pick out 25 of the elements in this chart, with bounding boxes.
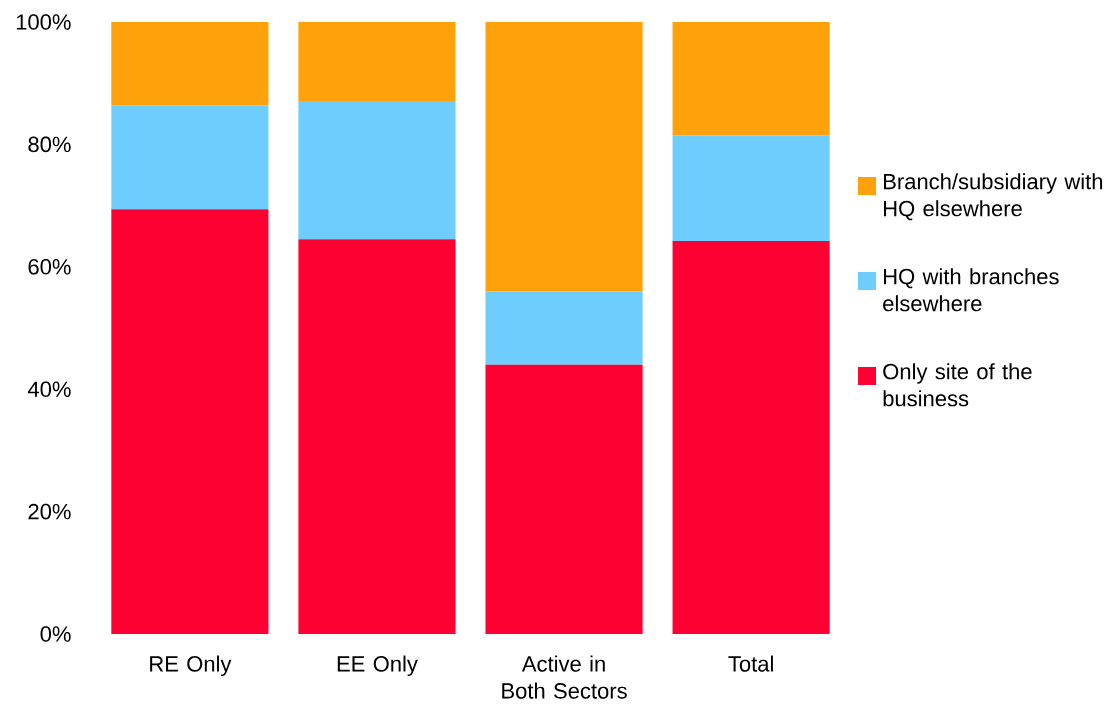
legend-label: HQ with branches elsewhere <box>883 268 1059 312</box>
bar <box>485 21 643 292</box>
legend-label: Branch/subsidiary with HQ elsewhere <box>884 173 1103 221</box>
bar <box>111 21 269 106</box>
x-tick-label: Total <box>728 655 773 672</box>
bar <box>485 364 643 634</box>
bar <box>672 135 830 242</box>
bar <box>298 100 456 240</box>
y-tick-label: 20% <box>28 503 71 520</box>
y-tick-label: 60% <box>28 259 71 275</box>
y-tick-label: 80% <box>28 136 71 153</box>
y-tick-label: 100% <box>16 14 71 30</box>
bar <box>485 291 643 365</box>
x-tick-label: RE Only <box>150 655 232 677</box>
bar <box>111 105 269 210</box>
bar <box>298 21 456 101</box>
bar <box>672 241 830 634</box>
x-tick-label: EE Only <box>337 655 418 677</box>
x-tick-label: Active in Both Sectors <box>502 655 627 699</box>
y-tick-label: 40% <box>27 381 71 397</box>
bar <box>298 239 456 634</box>
bar <box>111 209 269 634</box>
y-tick-label: 0% <box>40 626 71 642</box>
legend-label: Only site of the business <box>883 363 1032 407</box>
bar <box>672 21 830 136</box>
